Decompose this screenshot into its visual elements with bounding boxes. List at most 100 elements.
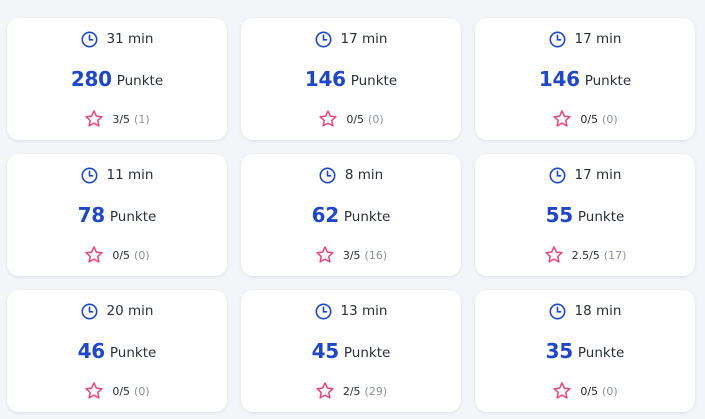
card-rating-count: (17) [603,248,627,262]
card-points-value: 35 [545,339,574,363]
card-time: 17 min [340,31,388,47]
clock-icon [81,167,98,184]
card-time: 18 min [574,303,622,319]
card-time-row: 13 min [241,301,461,321]
card-time-row: 17 min [241,29,461,49]
card-points-value: 46 [77,339,106,363]
card-rating-count: (0) [602,112,618,126]
card-rating-row: 0/5 (0) [7,380,227,402]
card-time-row: 17 min [475,165,695,185]
quiz-card[interactable]: 18 min 35 Punkte 0/5 (0) [475,290,695,412]
card-rating-count: (29) [364,384,388,398]
card-points-label: Punkte [343,209,391,225]
card-points-value: 146 [538,67,580,91]
card-points-row: 280 Punkte [7,66,227,92]
card-rating-row: 2.5/5 (17) [475,244,695,266]
clock-icon [81,31,98,48]
clock-icon [315,303,332,320]
clock-icon [319,167,336,184]
card-time-row: 17 min [475,29,695,49]
card-points-row: 78 Punkte [7,202,227,228]
star-outline-icon [84,381,104,401]
clock-icon [549,303,566,320]
card-time: 11 min [106,167,154,183]
quiz-card[interactable]: 17 min 146 Punkte 0/5 (0) [241,18,461,140]
clock-icon [549,31,566,48]
card-points-value: 55 [545,203,574,227]
card-time-row: 31 min [7,29,227,49]
card-time-row: 8 min [241,165,461,185]
quiz-card[interactable]: 17 min 55 Punkte 2.5/5 (17) [475,154,695,276]
card-points-row: 35 Punkte [475,338,695,364]
star-outline-icon [552,109,572,129]
card-time-row: 18 min [475,301,695,321]
card-time-row: 11 min [7,165,227,185]
star-outline-icon [84,109,104,129]
card-rating-count: (0) [602,384,618,398]
card-time: 20 min [106,303,154,319]
card-rating-row: 0/5 (0) [241,108,461,130]
card-points-row: 146 Punkte [241,66,461,92]
quiz-card-grid: 31 min 280 Punkte 3/5 (1) 17 min 146 Pun… [7,18,695,412]
star-outline-icon [552,381,572,401]
quiz-card[interactable]: 13 min 45 Punkte 2/5 (29) [241,290,461,412]
quiz-card[interactable]: 31 min 280 Punkte 3/5 (1) [7,18,227,140]
card-rating: 0/5 [580,112,599,126]
card-rating-row: 2/5 (29) [241,380,461,402]
clock-icon [81,303,98,320]
card-rating-count: (0) [134,248,150,262]
card-time: 31 min [106,31,154,47]
star-outline-icon [315,381,335,401]
quiz-card[interactable]: 20 min 46 Punkte 0/5 (0) [7,290,227,412]
quiz-card[interactable]: 8 min 62 Punkte 3/5 (16) [241,154,461,276]
clock-icon [315,31,332,48]
card-rating: 2.5/5 [571,248,600,262]
card-rating-count: (16) [364,248,388,262]
card-time: 13 min [340,303,388,319]
clock-icon [549,167,566,184]
quiz-card[interactable]: 11 min 78 Punkte 0/5 (0) [7,154,227,276]
card-rating-row: 0/5 (0) [7,244,227,266]
card-points-label: Punkte [343,345,391,361]
card-rating: 0/5 [112,384,131,398]
card-points-value: 146 [304,67,346,91]
card-points-value: 45 [311,339,340,363]
card-points-label: Punkte [350,73,398,89]
card-rating: 2/5 [342,384,361,398]
card-points-label: Punkte [116,73,164,89]
card-points-label: Punkte [577,345,625,361]
star-outline-icon [315,245,335,265]
card-points-value: 62 [311,203,340,227]
card-time: 8 min [344,167,384,183]
card-rating-row: 0/5 (0) [475,380,695,402]
card-points-label: Punkte [109,209,157,225]
card-rating: 3/5 [342,248,361,262]
card-time: 17 min [574,167,622,183]
card-points-row: 46 Punkte [7,338,227,364]
card-time-row: 20 min [7,301,227,321]
card-rating-count: (0) [134,384,150,398]
card-rating: 0/5 [346,112,365,126]
card-rating-row: 3/5 (1) [7,108,227,130]
card-points-value: 78 [77,203,106,227]
star-outline-icon [544,245,564,265]
card-rating-row: 0/5 (0) [475,108,695,130]
card-points-row: 55 Punkte [475,202,695,228]
card-rating-count: (0) [368,112,384,126]
card-rating: 0/5 [112,248,131,262]
card-rating-row: 3/5 (16) [241,244,461,266]
card-rating: 0/5 [580,384,599,398]
card-rating: 3/5 [112,112,131,126]
card-time: 17 min [574,31,622,47]
card-points-row: 146 Punkte [475,66,695,92]
quiz-card[interactable]: 17 min 146 Punkte 0/5 (0) [475,18,695,140]
card-points-row: 62 Punkte [241,202,461,228]
card-points-label: Punkte [584,73,632,89]
card-rating-count: (1) [134,112,150,126]
card-points-label: Punkte [109,345,157,361]
star-outline-icon [84,245,104,265]
card-points-label: Punkte [577,209,625,225]
card-points-row: 45 Punkte [241,338,461,364]
card-points-value: 280 [70,67,112,91]
star-outline-icon [318,109,338,129]
